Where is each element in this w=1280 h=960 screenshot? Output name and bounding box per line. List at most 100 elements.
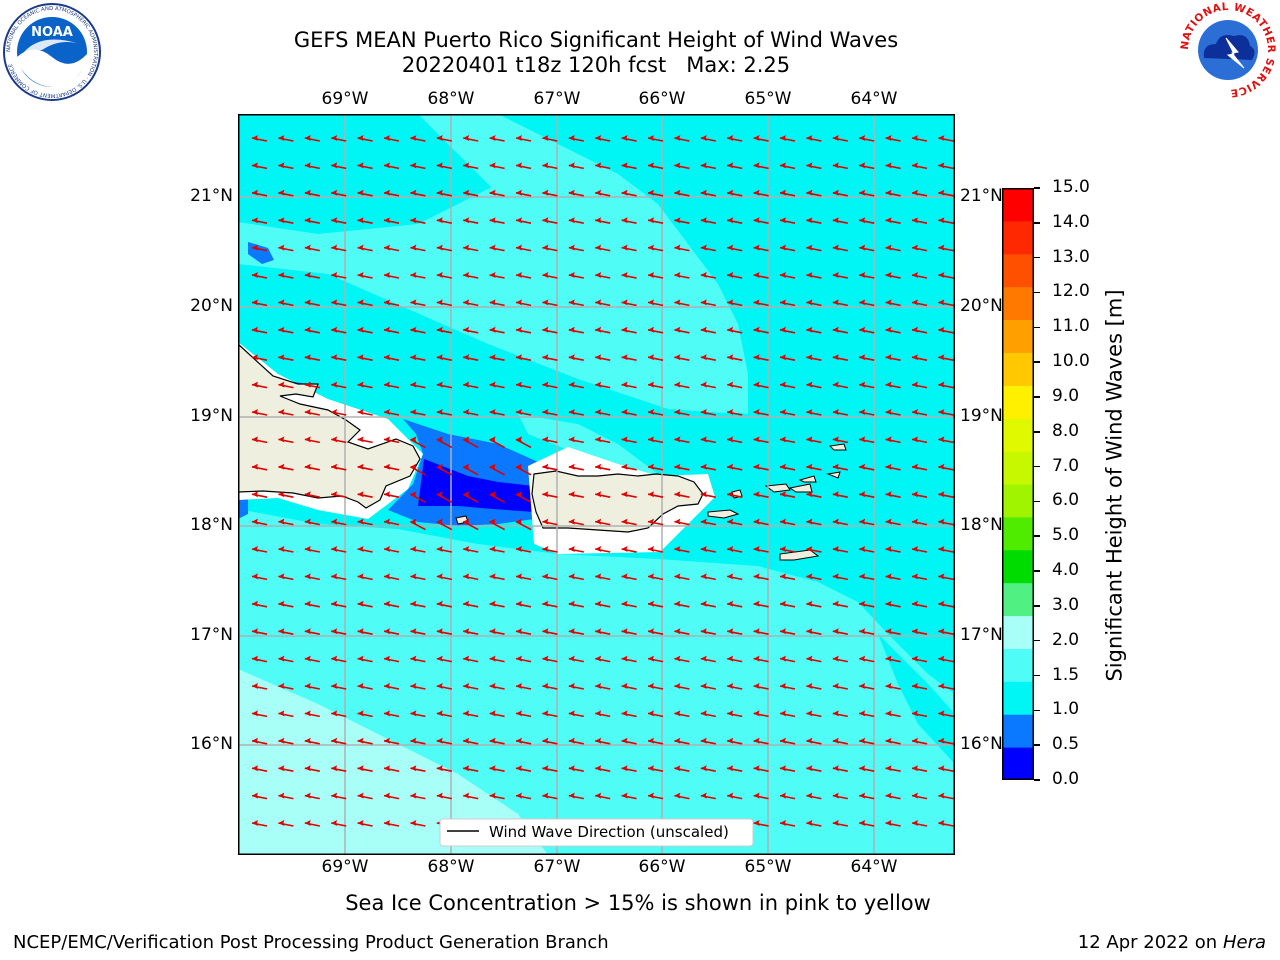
wave-arrow	[779, 381, 796, 389]
wave-arrow	[885, 710, 901, 718]
wave-arrow	[727, 683, 743, 690]
wave-arrow	[383, 299, 400, 307]
wave-arrow	[753, 491, 769, 498]
colorbar-tick-label: 12.0	[1052, 281, 1090, 302]
wave-arrow	[410, 217, 426, 224]
colorbar-tick-mark	[1034, 291, 1040, 294]
wave-arrow	[779, 189, 796, 197]
wave-arrow	[885, 381, 901, 389]
wave-arrow	[463, 765, 479, 772]
lon-tick-bottom-64: 64°W	[850, 857, 898, 877]
colorbar-tick-label: 6.0	[1052, 490, 1080, 511]
wave-arrow	[621, 628, 637, 635]
wave-arrow	[331, 546, 347, 553]
wave-arrow	[357, 189, 373, 197]
colorbar-tick-mark	[1034, 605, 1040, 607]
lon-tick-top-69: 69°W	[321, 89, 369, 109]
wave-arrow	[753, 710, 769, 718]
colorbar-tick-mark	[1034, 431, 1040, 433]
wave-arrow	[278, 381, 294, 389]
colorbar-swatch	[1002, 714, 1034, 748]
wave-arrow	[911, 381, 928, 389]
wave-arrow	[621, 737, 637, 745]
wave-arrow	[515, 381, 532, 389]
wave-arrow	[727, 381, 743, 389]
wave-arrow	[753, 299, 769, 307]
wave-arrow	[489, 628, 505, 635]
wave-arrow	[463, 600, 479, 608]
wave-arrow	[621, 381, 637, 389]
wave-arrow	[674, 792, 690, 800]
wave-arrow	[779, 463, 796, 471]
wave-arrow	[806, 326, 822, 334]
wave-arrow	[357, 600, 373, 608]
wave-arrow	[278, 600, 294, 608]
wave-arrow	[595, 463, 611, 471]
wave-arrow	[700, 683, 716, 690]
wave-arrow	[806, 409, 822, 416]
wave-arrow	[489, 381, 505, 389]
footer-credit: NCEP/EMC/Verification Post Processing Pr…	[13, 932, 609, 953]
wave-arrow	[700, 381, 716, 389]
lat-tick-right-20: 20°N	[960, 296, 1003, 316]
wave-arrow	[806, 244, 822, 252]
wave-arrow	[832, 518, 848, 526]
wave-arrow	[357, 299, 373, 307]
wave-arrow	[806, 792, 822, 800]
wave-arrow	[331, 436, 347, 444]
wave-arrow	[621, 244, 637, 252]
wave-arrow	[515, 326, 532, 334]
wave-arrow	[568, 792, 584, 800]
wave-arrow	[595, 491, 611, 498]
wave-arrow	[779, 710, 796, 718]
wave-arrow	[911, 463, 928, 471]
wave-arrow	[595, 381, 611, 389]
wave-arrow	[515, 272, 532, 279]
wave-arrow	[938, 381, 954, 389]
wave-arrow	[832, 737, 848, 745]
wave-arrow	[436, 189, 452, 197]
wave-arrow	[859, 546, 875, 553]
wave-arrow	[806, 299, 822, 307]
wave-arrow	[621, 600, 637, 608]
wave-arrow	[331, 189, 347, 197]
wave-arrow	[304, 354, 320, 361]
lat-tick-right-19: 19°N	[960, 406, 1003, 426]
wave-arrow	[436, 683, 452, 690]
wave-arrow	[436, 299, 452, 307]
wave-arrow	[832, 546, 848, 553]
wave-arrow	[938, 244, 954, 252]
wave-arrow	[568, 299, 584, 307]
wave-arrow	[938, 546, 954, 553]
wave-arrow	[727, 628, 743, 635]
wave-arrow	[331, 518, 347, 526]
wave-arrow	[621, 463, 637, 471]
wave-arrow	[595, 354, 611, 361]
wave-arrow	[489, 518, 505, 531]
wave-arrow	[753, 354, 769, 361]
wave-arrow	[806, 573, 822, 581]
wave-arrow	[304, 820, 320, 827]
wave-arrow	[885, 463, 901, 471]
wave-arrow	[568, 135, 584, 142]
wave-arrow	[674, 272, 690, 279]
wave-arrow	[727, 436, 743, 444]
wave-arrow	[542, 655, 558, 663]
wave-arrow	[859, 299, 875, 307]
wave-arrow	[542, 792, 558, 800]
wave-arrow	[568, 628, 584, 635]
wave-arrow	[568, 737, 584, 745]
wave-arrow	[304, 683, 320, 690]
wave-arrow	[938, 655, 954, 663]
wave-arrow	[700, 792, 716, 800]
wave-arrow	[251, 737, 268, 745]
wave-arrow	[700, 272, 716, 279]
wave-arrow	[383, 463, 400, 471]
wave-arrow	[410, 162, 426, 170]
sea-1-1_5-region-se	[878, 634, 955, 764]
lon-tick-top-66: 66°W	[638, 89, 686, 109]
wave-arrow	[700, 737, 716, 745]
wave-arrow	[647, 765, 664, 772]
wave-arrow	[383, 491, 400, 498]
colorbar-tick-label: 13.0	[1052, 246, 1090, 267]
